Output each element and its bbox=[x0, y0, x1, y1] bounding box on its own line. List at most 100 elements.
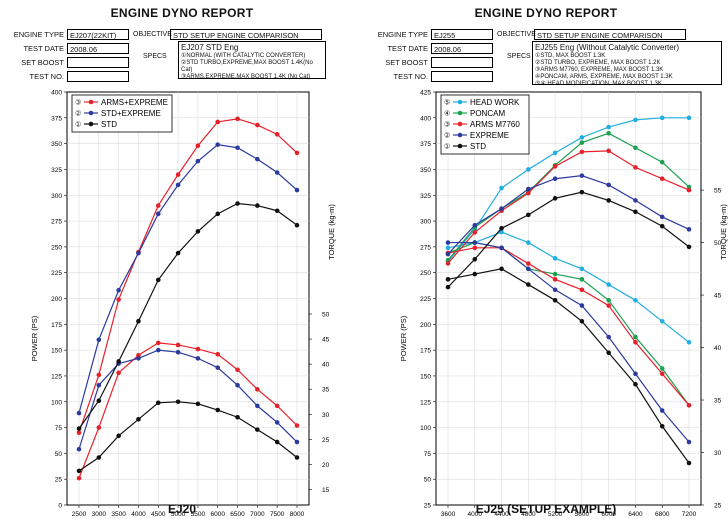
y-tick-label: 250 bbox=[420, 270, 431, 277]
legend-index: ③ bbox=[444, 121, 450, 129]
y-tick-label: 75 bbox=[55, 425, 63, 432]
torque-point bbox=[215, 365, 221, 370]
torque-point bbox=[195, 401, 201, 407]
torque-point bbox=[499, 266, 504, 272]
power-point bbox=[552, 196, 558, 201]
power-point bbox=[274, 170, 280, 175]
torque-point bbox=[579, 266, 585, 272]
x-tick-label: 5200 bbox=[548, 511, 563, 518]
y-tick-label: 225 bbox=[420, 296, 431, 303]
power-point bbox=[686, 115, 692, 121]
y-tick-label: 275 bbox=[51, 219, 62, 226]
torque-point bbox=[606, 303, 611, 308]
torque-point bbox=[445, 245, 451, 251]
torque-point bbox=[175, 399, 181, 405]
power-point bbox=[96, 372, 102, 378]
x-tick-label: 6000 bbox=[601, 511, 616, 518]
torque-point bbox=[552, 256, 558, 261]
torque-point bbox=[659, 423, 665, 429]
y2-tick-label: 45 bbox=[322, 337, 330, 344]
power-point bbox=[472, 256, 478, 262]
power-point bbox=[175, 250, 181, 256]
y-tick-label: 125 bbox=[420, 399, 431, 406]
torque-point bbox=[255, 403, 260, 409]
power-point bbox=[606, 148, 611, 154]
test-date-value: 2008.06 bbox=[67, 43, 129, 54]
specs-line: ③ARMS,EXPREME,MAX BOOST 1.4K (No Cat) bbox=[181, 74, 311, 80]
specs-head: EJ207 STD Eng bbox=[181, 43, 239, 52]
torque-point bbox=[215, 351, 221, 357]
power-point bbox=[659, 214, 665, 220]
legend-index: ③ bbox=[75, 99, 81, 107]
y-tick-label: 200 bbox=[420, 322, 431, 329]
torque-point bbox=[579, 277, 585, 282]
torque-point bbox=[579, 287, 585, 293]
power-point bbox=[155, 277, 161, 283]
torque-point bbox=[579, 319, 585, 324]
torque-point bbox=[472, 245, 478, 251]
x-tick-label: 3000 bbox=[92, 511, 107, 518]
power-point bbox=[606, 131, 611, 136]
objective-value: STD SETUP ENGINE COMPARISON bbox=[170, 29, 322, 40]
y2-tick-label: 30 bbox=[322, 412, 330, 419]
x-tick-label: 2500 bbox=[72, 511, 87, 518]
torque-line bbox=[78, 342, 298, 479]
legend-index: ④ bbox=[444, 110, 450, 118]
power-point bbox=[686, 227, 692, 232]
torque-point bbox=[526, 266, 531, 272]
power-point bbox=[633, 117, 638, 123]
legend-marker bbox=[457, 99, 463, 105]
x-tick-label: 3500 bbox=[111, 511, 126, 518]
torque-point bbox=[76, 475, 82, 481]
power-point bbox=[552, 176, 558, 182]
torque-point bbox=[606, 282, 611, 287]
power-point bbox=[235, 201, 240, 206]
y-tick-label: 250 bbox=[51, 244, 62, 251]
set-boost-label: SET BOOST bbox=[385, 58, 428, 67]
specs-box: EJ255 Eng (Without Catalytic Converter) … bbox=[532, 41, 722, 87]
y-tick-label: 175 bbox=[420, 348, 431, 355]
x-tick-label: 7500 bbox=[270, 511, 285, 518]
power-point bbox=[195, 229, 201, 234]
power-point bbox=[659, 176, 665, 182]
torque-line bbox=[448, 241, 690, 443]
y-tick-label: 350 bbox=[51, 141, 62, 148]
torque-point bbox=[294, 423, 300, 428]
x-tick-label: 6500 bbox=[230, 511, 245, 518]
y2-tick-label: 25 bbox=[714, 503, 722, 510]
power-point bbox=[235, 145, 240, 151]
set-boost-value bbox=[431, 57, 493, 68]
power-point bbox=[633, 145, 638, 151]
engine-type-label: ENGINE TYPE bbox=[377, 30, 428, 39]
power-point bbox=[445, 261, 451, 266]
torque-line bbox=[447, 231, 690, 343]
specs-label: SPECS bbox=[143, 53, 167, 60]
legend-index: ① bbox=[75, 121, 81, 129]
torque-point bbox=[274, 420, 280, 425]
torque-point bbox=[633, 298, 638, 303]
power-point bbox=[155, 211, 161, 217]
power-point bbox=[255, 122, 260, 128]
torque-point bbox=[235, 382, 240, 388]
y2-tick-label: 55 bbox=[714, 188, 722, 195]
torque-point bbox=[294, 439, 300, 445]
torque-point bbox=[606, 334, 611, 340]
panel-footer: EJ25 (SETUP EXAMPLE) bbox=[475, 502, 617, 516]
objective-value: STD SETUP ENGINE COMPARISON bbox=[534, 29, 686, 40]
torque-point bbox=[274, 439, 280, 445]
power-point bbox=[76, 426, 82, 431]
torque-point bbox=[274, 403, 280, 409]
torque-point bbox=[526, 282, 531, 287]
torque-line bbox=[78, 401, 298, 472]
y2-tick-label: 40 bbox=[714, 345, 722, 352]
power-point bbox=[215, 119, 221, 125]
torque-point bbox=[659, 371, 665, 377]
x-tick-label: 4000 bbox=[131, 511, 146, 518]
torque-point bbox=[76, 468, 82, 474]
y-tick-label: 125 bbox=[51, 373, 62, 380]
torque-point bbox=[579, 303, 585, 308]
power-line bbox=[447, 150, 690, 264]
test-no-label: TEST NO. bbox=[393, 72, 428, 81]
power-point bbox=[235, 116, 240, 122]
torque-point bbox=[526, 261, 531, 266]
